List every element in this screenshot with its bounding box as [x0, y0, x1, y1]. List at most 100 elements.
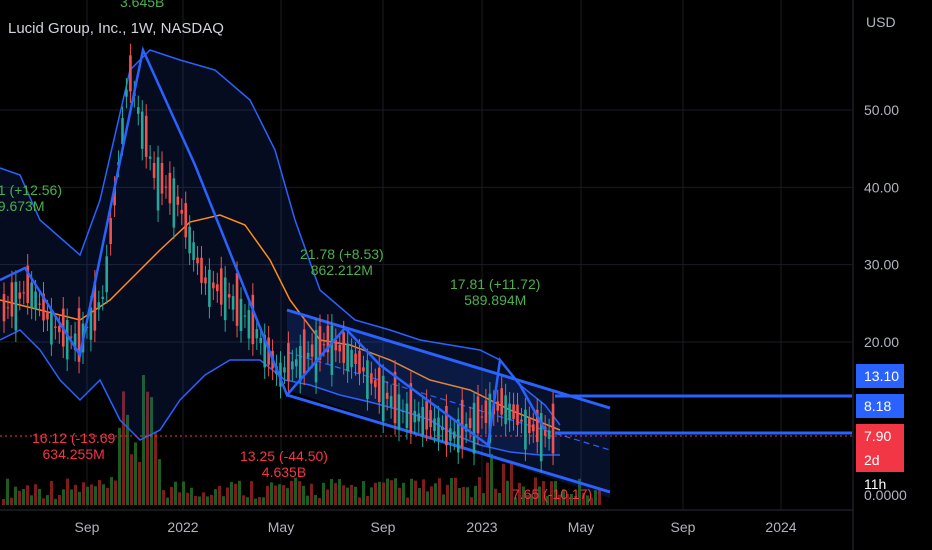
x-tick-label: May	[568, 519, 594, 535]
volume-bar	[350, 484, 353, 505]
volume-bar	[426, 491, 429, 505]
candle-body	[196, 257, 199, 264]
candle-body	[219, 268, 223, 305]
volume-bar	[458, 487, 461, 505]
volume-bar	[330, 478, 333, 505]
volume-bar	[414, 480, 417, 505]
x-tick-label: Sep	[671, 519, 696, 535]
volume-bar	[398, 487, 401, 505]
candle-body	[243, 315, 247, 317]
volume-bar	[434, 483, 437, 505]
volume-bar	[354, 486, 357, 505]
bollinger-band-fill	[0, 50, 560, 455]
volume-bar	[290, 480, 293, 505]
volume-bar	[278, 484, 281, 505]
volume-bar	[146, 391, 149, 505]
volume-bar	[74, 484, 77, 505]
volume-bar	[258, 497, 261, 505]
candle-body	[156, 157, 160, 211]
candle-body	[30, 282, 33, 308]
volume-bar	[530, 494, 533, 505]
candle-body	[338, 344, 342, 352]
candle-body	[69, 336, 73, 338]
candle-body	[208, 269, 211, 307]
candle-body	[449, 428, 452, 441]
candle-body	[354, 353, 357, 365]
y-tick-label: 20.00	[864, 334, 899, 350]
candle-body	[322, 344, 326, 346]
candle-body	[532, 424, 535, 432]
volume-bar	[422, 479, 425, 505]
candle-body	[456, 419, 460, 453]
volume-bar	[46, 495, 49, 505]
volume-bar	[522, 486, 525, 505]
candle-body	[129, 55, 132, 92]
volume-bar	[366, 495, 369, 505]
volume-bar	[38, 488, 41, 505]
candle-body	[212, 282, 215, 289]
volume-bar	[318, 498, 321, 505]
candle-body	[26, 265, 29, 304]
volume-bar	[578, 478, 581, 505]
volume-bar	[222, 496, 225, 505]
candle-body	[22, 292, 26, 294]
volume-bar	[558, 494, 561, 505]
candle-body	[366, 360, 369, 400]
volume-bar	[490, 454, 493, 505]
volume-bar	[66, 478, 69, 505]
candle-body	[50, 309, 53, 345]
candle-body	[453, 431, 456, 439]
volume-bar	[402, 482, 405, 505]
volume-bar	[526, 494, 529, 505]
candle-body	[105, 256, 108, 293]
x-tick-label: Sep	[371, 519, 396, 535]
volume-bar	[210, 494, 213, 505]
y-tick-label: 40.00	[864, 179, 899, 195]
volume-bar	[202, 492, 205, 505]
volume-bar	[114, 480, 117, 505]
volume-bar	[62, 489, 65, 505]
volume-bar	[22, 489, 25, 505]
candle-body	[508, 403, 511, 421]
price-tag-upper: 13.10	[856, 364, 904, 388]
candle-body	[381, 375, 385, 422]
candle-body	[6, 307, 10, 309]
volume-bar	[294, 477, 297, 505]
volume-bar	[106, 487, 109, 505]
volume-bar	[162, 490, 165, 505]
volume-bar	[362, 481, 365, 505]
volume-bar	[234, 483, 237, 505]
candle-body	[524, 409, 527, 450]
candle-body	[263, 335, 266, 368]
y-tick-label: 50.00	[864, 102, 899, 118]
volume-bar	[274, 485, 277, 505]
moving-average	[0, 214, 561, 431]
volume-bar	[506, 480, 509, 505]
candle-body	[342, 332, 345, 363]
candle-body	[140, 111, 144, 149]
volume-bar	[194, 495, 197, 505]
candle-body	[259, 337, 263, 344]
volume-bar	[514, 497, 517, 505]
candle-body	[152, 163, 156, 178]
candle-body	[160, 163, 164, 194]
candle-body	[362, 367, 365, 372]
volume-bar	[54, 498, 57, 505]
volume-bar	[442, 494, 445, 505]
volume-bar	[474, 485, 477, 505]
volume-bar	[342, 485, 345, 505]
candle-body	[121, 118, 124, 145]
candle-body	[18, 292, 22, 299]
volume-bar	[486, 462, 489, 505]
candle-body	[374, 380, 377, 388]
candle-body	[310, 344, 314, 357]
volume-bar	[138, 461, 141, 505]
volume-bar	[246, 497, 249, 505]
candle-body	[476, 396, 480, 434]
volume-bar	[390, 480, 393, 505]
volume-bar	[566, 494, 569, 505]
x-tick-label: May	[268, 519, 294, 535]
volume-bar	[182, 481, 185, 505]
candle-body	[125, 89, 128, 97]
